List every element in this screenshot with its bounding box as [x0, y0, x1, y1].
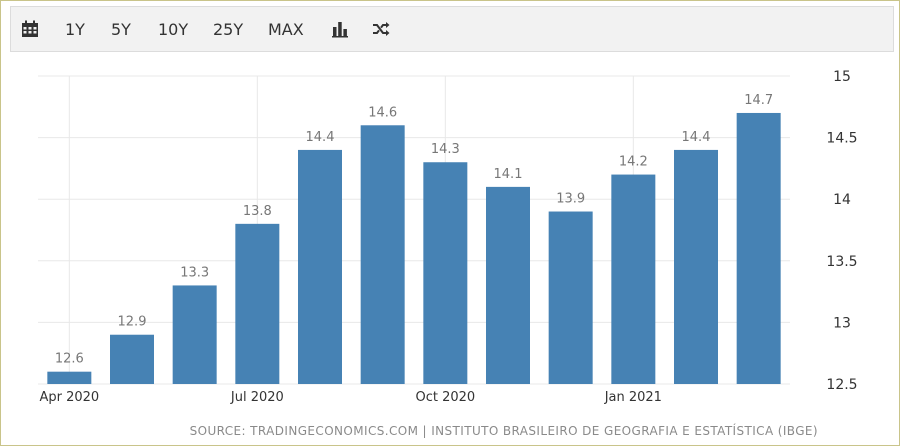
range-5y-button[interactable]: 5Y [111, 19, 131, 39]
bar [110, 334, 154, 384]
data-label: 13.8 [243, 204, 272, 219]
y-tick-label: 13 [833, 315, 851, 331]
range-10y-button[interactable]: 10Y [158, 19, 189, 39]
data-label: 12.9 [118, 315, 147, 330]
shuffle-icon[interactable] [372, 7, 390, 51]
data-label: 14.4 [306, 130, 335, 145]
bar [674, 149, 718, 384]
bar [486, 186, 530, 384]
calendar-icon[interactable] [21, 7, 39, 51]
data-label: 14.6 [368, 105, 397, 120]
bar [47, 371, 92, 384]
y-tick-label: 13.5 [826, 254, 857, 270]
y-tick-label: 14 [833, 192, 851, 208]
data-label: 14.2 [619, 155, 648, 170]
data-label: 13.3 [180, 265, 209, 280]
data-label: 14.4 [682, 130, 711, 145]
bar [423, 162, 468, 384]
bar [611, 174, 656, 384]
chart-toolbar: 1Y 5Y 10Y 25Y MAX [10, 6, 894, 52]
data-label: 13.9 [556, 192, 585, 207]
x-tick-label: Oct 2020 [415, 390, 475, 405]
range-1y-button[interactable]: 1Y [65, 19, 85, 39]
bar [360, 125, 405, 384]
bar [736, 112, 781, 385]
data-label: 12.6 [55, 352, 84, 367]
bar [548, 211, 593, 384]
y-tick-label: 12.5 [826, 377, 857, 393]
source-note: SOURCE: TRADINGECONOMICS.COM | INSTITUTO… [189, 424, 818, 438]
x-tick-label: Apr 2020 [39, 390, 99, 405]
bar-chart-icon[interactable] [331, 7, 349, 51]
range-max-button[interactable]: MAX [268, 19, 304, 39]
x-tick-label: Jul 2020 [230, 390, 284, 405]
x-tick-label: Jan 2021 [604, 390, 662, 405]
y-tick-label: 14.5 [826, 131, 857, 147]
bar [172, 285, 217, 384]
range-25y-button[interactable]: 25Y [213, 19, 244, 39]
data-label: 14.1 [494, 167, 523, 182]
y-tick-label: 15 [833, 69, 851, 85]
data-label: 14.7 [744, 93, 773, 108]
data-label: 14.3 [431, 142, 460, 157]
bar [235, 223, 280, 384]
bar [298, 149, 342, 384]
